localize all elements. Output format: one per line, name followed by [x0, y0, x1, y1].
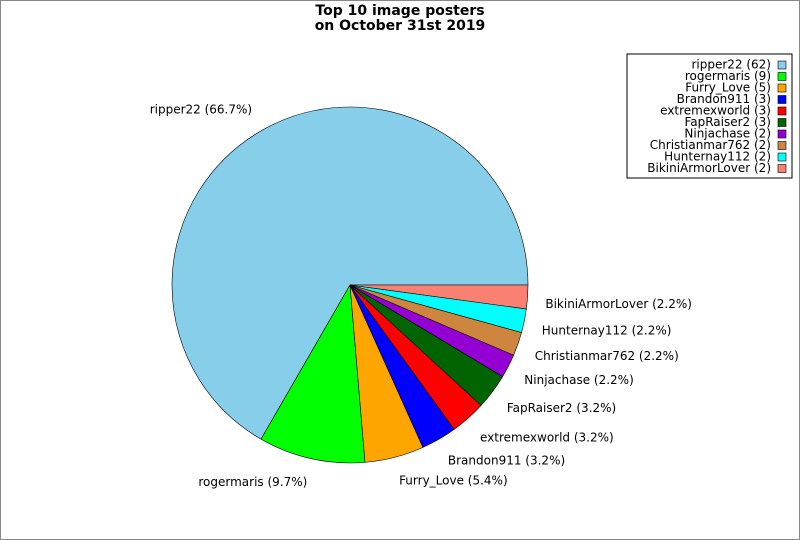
slice-label: Brandon911 (3.2%) — [448, 454, 565, 468]
slice-label: Hunternay112 (2.2%) — [542, 323, 672, 337]
legend-swatch — [777, 118, 787, 127]
legend-label: Christianmar762 (2) — [650, 138, 771, 152]
slice-label: FapRaiser2 (3.2%) — [507, 401, 616, 415]
slice-label: ripper22 (66.7%) — [150, 102, 252, 116]
slice-label: Christianmar762 (2.2%) — [535, 349, 679, 363]
legend-label: Furry_Love (5) — [685, 81, 771, 95]
legend-label: Brandon911 (3) — [677, 92, 771, 106]
slice-label: extremexworld (3.2%) — [480, 430, 614, 444]
legend-swatch — [777, 83, 787, 93]
legend-swatch — [777, 141, 787, 150]
slice-label: rogermaris (9.7%) — [198, 475, 307, 489]
chart-title: on October 31st 2019 — [315, 18, 486, 34]
legend-label: rogermaris (9) — [685, 69, 771, 83]
legend-swatch — [777, 164, 787, 173]
legend-swatch — [777, 72, 787, 81]
legend-label: Hunternay112 (2) — [664, 150, 771, 164]
legend-swatch — [777, 60, 787, 70]
legend-label: extremexworld (3) — [660, 104, 771, 118]
legend-swatch — [777, 152, 787, 162]
pie-slice — [349, 284, 529, 310]
legend-swatch — [777, 106, 787, 116]
legend-label: Ninjachase (2) — [684, 127, 771, 141]
legend-label: FapRaiser2 (3) — [684, 115, 771, 129]
legend-label: ripper22 (62) — [691, 58, 771, 72]
pie-slice — [171, 106, 529, 440]
legend-box — [626, 53, 793, 179]
slice-label: Furry_Love (5.4%) — [399, 474, 508, 488]
legend-swatch — [777, 129, 787, 139]
slice-label: Ninjachase (2.2%) — [524, 373, 633, 387]
chart-title: Top 10 image posters — [315, 3, 484, 19]
pie-slice — [260, 284, 366, 464]
slice-label: BikiniArmorLover (2.2%) — [545, 297, 692, 311]
legend-label: BikiniArmorLover (2) — [647, 161, 771, 175]
legend-swatch — [777, 95, 787, 104]
